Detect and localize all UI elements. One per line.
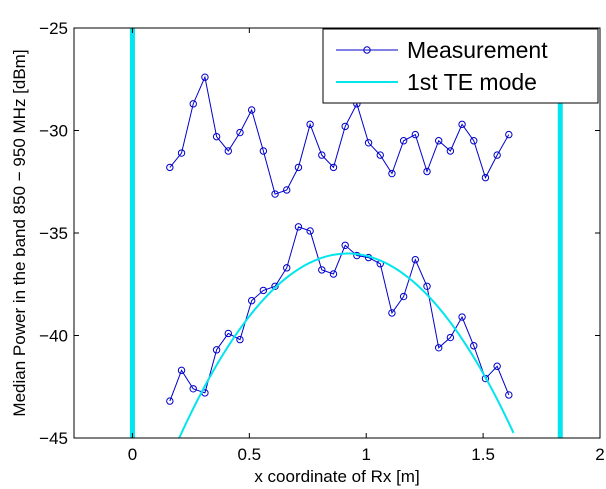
y-tick-label: −25 — [39, 19, 68, 38]
x-tick-label: 0.5 — [238, 445, 262, 464]
measurement-point — [411, 255, 420, 264]
measurement-point — [481, 374, 490, 383]
measurement-point — [283, 186, 291, 194]
axis-ticks: 0 0.5 1 1.5 2 −45 −40 −35 −30 −25 — [39, 19, 605, 464]
measurement-point — [329, 163, 338, 172]
measurement-point — [388, 169, 396, 178]
measurement-point — [306, 120, 314, 129]
measurement-point — [423, 167, 431, 176]
measurement-point — [283, 264, 291, 272]
te-mode-curve — [178, 252, 515, 438]
legend-marker-measurement — [363, 46, 371, 54]
measurement-point — [166, 163, 174, 172]
measurement-point — [271, 190, 279, 198]
measurement-point — [493, 362, 501, 370]
measurement-point — [318, 151, 326, 159]
measurement-point — [201, 73, 209, 81]
measurement-point — [271, 282, 279, 290]
measurement-point — [224, 147, 232, 155]
measurement-point — [294, 163, 303, 172]
measurement-point — [166, 397, 174, 405]
measurement-point — [481, 173, 490, 182]
measurement-point — [189, 100, 197, 108]
measurement-point — [411, 130, 420, 139]
measurement-point — [212, 132, 221, 141]
y-tick-label: −35 — [39, 224, 68, 243]
measurement-point — [470, 342, 478, 350]
measurement-point — [376, 151, 384, 159]
y-tick-label: −45 — [39, 429, 68, 448]
measurement-point — [470, 137, 478, 145]
measurement-point — [341, 241, 349, 250]
measurement-point — [458, 120, 466, 129]
measurement-point — [306, 227, 314, 235]
measurement-point — [329, 270, 338, 278]
legend-box — [322, 28, 599, 104]
measurement-point — [247, 296, 256, 305]
measurement-point — [458, 313, 466, 321]
measurement-point — [247, 106, 256, 114]
measurement-point — [318, 266, 326, 274]
measurement-point — [423, 282, 431, 290]
measurement-point — [341, 122, 349, 131]
x-tick-label: 1.5 — [471, 445, 495, 464]
measurement-point — [212, 346, 221, 354]
measurement-point — [388, 309, 396, 317]
measurement-point — [364, 139, 373, 147]
measurement-point — [399, 137, 408, 145]
measurement-point — [399, 292, 408, 301]
measurement-point — [236, 335, 244, 344]
measurement-point — [189, 385, 197, 393]
measurement-point — [493, 151, 501, 159]
x-axis-label: x coordinate of Rx [m] — [254, 467, 419, 486]
y-tick-label: −30 — [39, 122, 68, 141]
legend: Measurement 1st TE mode — [322, 28, 599, 104]
measurement-point — [236, 128, 244, 137]
measurement-point — [446, 147, 455, 155]
measurement-point — [434, 137, 443, 145]
x-tick-label: 1 — [361, 445, 370, 464]
legend-label: Measurement — [407, 37, 548, 63]
measurement-point — [177, 366, 186, 375]
measurement-point — [505, 391, 513, 399]
x-tick-label: 0 — [128, 445, 137, 464]
measurement-point — [224, 329, 232, 338]
measurement-point — [259, 147, 268, 155]
measurement-point — [294, 223, 303, 231]
measurement-point — [434, 344, 443, 352]
x-tick-label: 2 — [595, 445, 604, 464]
y-axis-label: Median Power in the band 850 − 950 MHz [… — [10, 49, 29, 416]
y-tick-label: −40 — [39, 327, 68, 346]
legend-label: 1st TE mode — [407, 69, 537, 95]
measurement-point — [177, 149, 186, 157]
measurement-point — [505, 130, 513, 139]
measurement-point — [446, 333, 455, 342]
measurement-point — [259, 286, 268, 295]
